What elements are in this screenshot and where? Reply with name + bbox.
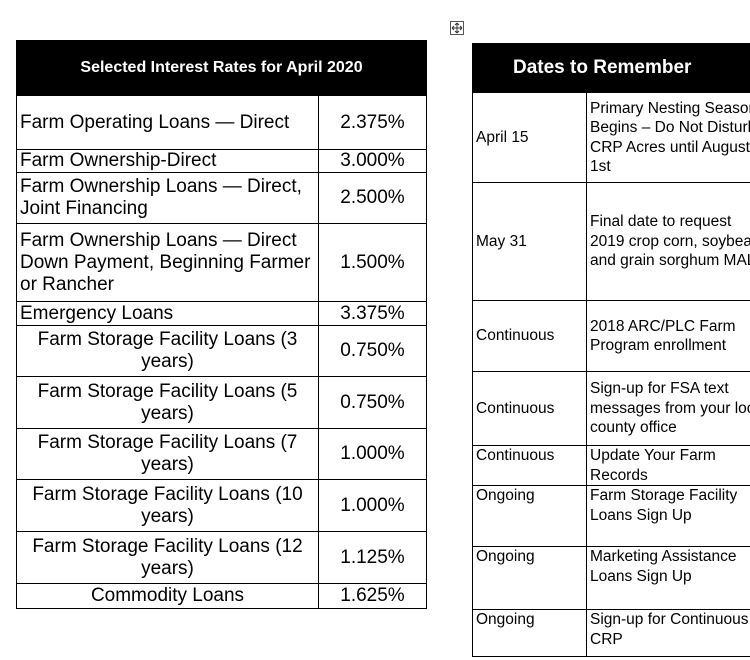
table-title: Dates to Remember <box>471 43 750 93</box>
date: Continuous <box>472 300 587 372</box>
rate-row: Commodity Loans 1.625% <box>16 583 427 609</box>
loan-type: Farm Storage Facility Loans (3 years) <box>16 325 319 377</box>
loan-type: Emergency Loans <box>16 301 319 326</box>
date-row: Ongoing Farm Storage Facility Loans Sign … <box>472 485 750 547</box>
dates-table: Dates to Remember April 15 Primary Nestin… <box>471 43 750 657</box>
date-row: Continuous 2018 ARC/PLC Farm Program enro… <box>472 300 750 372</box>
date-row: May 31 Final date to request 2019 crop co… <box>472 182 750 301</box>
interest-rate: 1.000% <box>318 479 427 532</box>
interest-rate: 3.000% <box>318 149 427 173</box>
event: Sign-up for FSA text messages from your … <box>585 371 750 446</box>
event: Marketing Assistance Loans Sign Up <box>585 546 750 610</box>
date: Ongoing <box>472 609 587 657</box>
rate-row: Emergency Loans 3.375% <box>16 301 427 326</box>
rate-row: Farm Storage Facility Loans (5 years) 0.7… <box>16 376 427 429</box>
date-row: Continuous Sign-up for FSA text messages … <box>472 371 750 446</box>
date: Continuous <box>472 371 587 446</box>
loan-type: Farm Storage Facility Loans (10 years) <box>16 479 319 532</box>
interest-rates-table: Selected Interest Rates for April 2020 F… <box>16 40 427 609</box>
loan-type: Farm Storage Facility Loans (7 years) <box>16 428 319 480</box>
interest-rate: 3.375% <box>318 301 427 326</box>
loan-type: Farm Operating Loans — Direct <box>16 95 319 150</box>
table-title: Selected Interest Rates for April 2020 <box>16 40 427 96</box>
date: Continuous <box>472 445 587 486</box>
loan-type: Commodity Loans <box>16 583 319 609</box>
rate-row: Farm Ownership Loans — Direct Down Payme… <box>16 223 427 302</box>
event: Update Your Farm Records <box>585 445 750 486</box>
date: April 15 <box>472 92 587 183</box>
rate-row: Farm Ownership-Direct 3.000% <box>16 149 427 173</box>
rate-row: Farm Storage Facility Loans (7 years) 1.0… <box>16 428 427 480</box>
rate-row: Farm Operating Loans — Direct 2.375% <box>16 95 427 150</box>
loan-type: Farm Ownership Loans — Direct, Joint Fin… <box>16 172 319 224</box>
date-row: April 15 Primary Nesting Season Begins – … <box>472 92 750 183</box>
rate-row: Farm Ownership Loans — Direct, Joint Fin… <box>16 172 427 224</box>
header-row: Selected Interest Rates for April 2020 <box>16 40 427 96</box>
date-row: Continuous Update Your Farm Records <box>472 445 750 486</box>
interest-rate: 0.750% <box>318 376 427 429</box>
rate-row: Farm Storage Facility Loans (3 years) 0.7… <box>16 325 427 377</box>
date-row: Ongoing Marketing Assistance Loans Sign U… <box>472 546 750 610</box>
event: Final date to request 2019 crop corn, so… <box>585 182 750 301</box>
rate-row: Farm Storage Facility Loans (12 years) 1.… <box>16 531 427 584</box>
loan-type: Farm Ownership Loans — Direct Down Payme… <box>16 223 319 302</box>
event: Sign-up for Continuous CRP <box>585 609 750 657</box>
date: Ongoing <box>472 485 587 547</box>
rate-row: Farm Storage Facility Loans (10 years) 1.… <box>16 479 427 532</box>
loan-type: Farm Ownership-Direct <box>16 149 319 173</box>
interest-rate: 1.625% <box>318 583 427 609</box>
interest-rate: 1.000% <box>318 428 427 480</box>
date-row: Ongoing Sign-up for Continuous CRP <box>472 609 750 657</box>
header-row: Dates to Remember <box>471 43 750 93</box>
date: Ongoing <box>472 546 587 610</box>
event: Primary Nesting Season Begins – Do Not D… <box>585 92 750 183</box>
interest-rate: 1.125% <box>318 531 427 584</box>
date: May 31 <box>472 182 587 301</box>
move-handle[interactable] <box>450 21 464 35</box>
event: Farm Storage Facility Loans Sign Up <box>585 485 750 547</box>
interest-rate: 2.500% <box>318 172 427 224</box>
loan-type: Farm Storage Facility Loans (5 years) <box>16 376 319 429</box>
interest-rate: 0.750% <box>318 325 427 377</box>
interest-rate: 2.375% <box>318 95 427 150</box>
interest-rate: 1.500% <box>318 223 427 302</box>
loan-type: Farm Storage Facility Loans (12 years) <box>16 531 319 584</box>
event: 2018 ARC/PLC Farm Program enrollment <box>585 300 750 372</box>
